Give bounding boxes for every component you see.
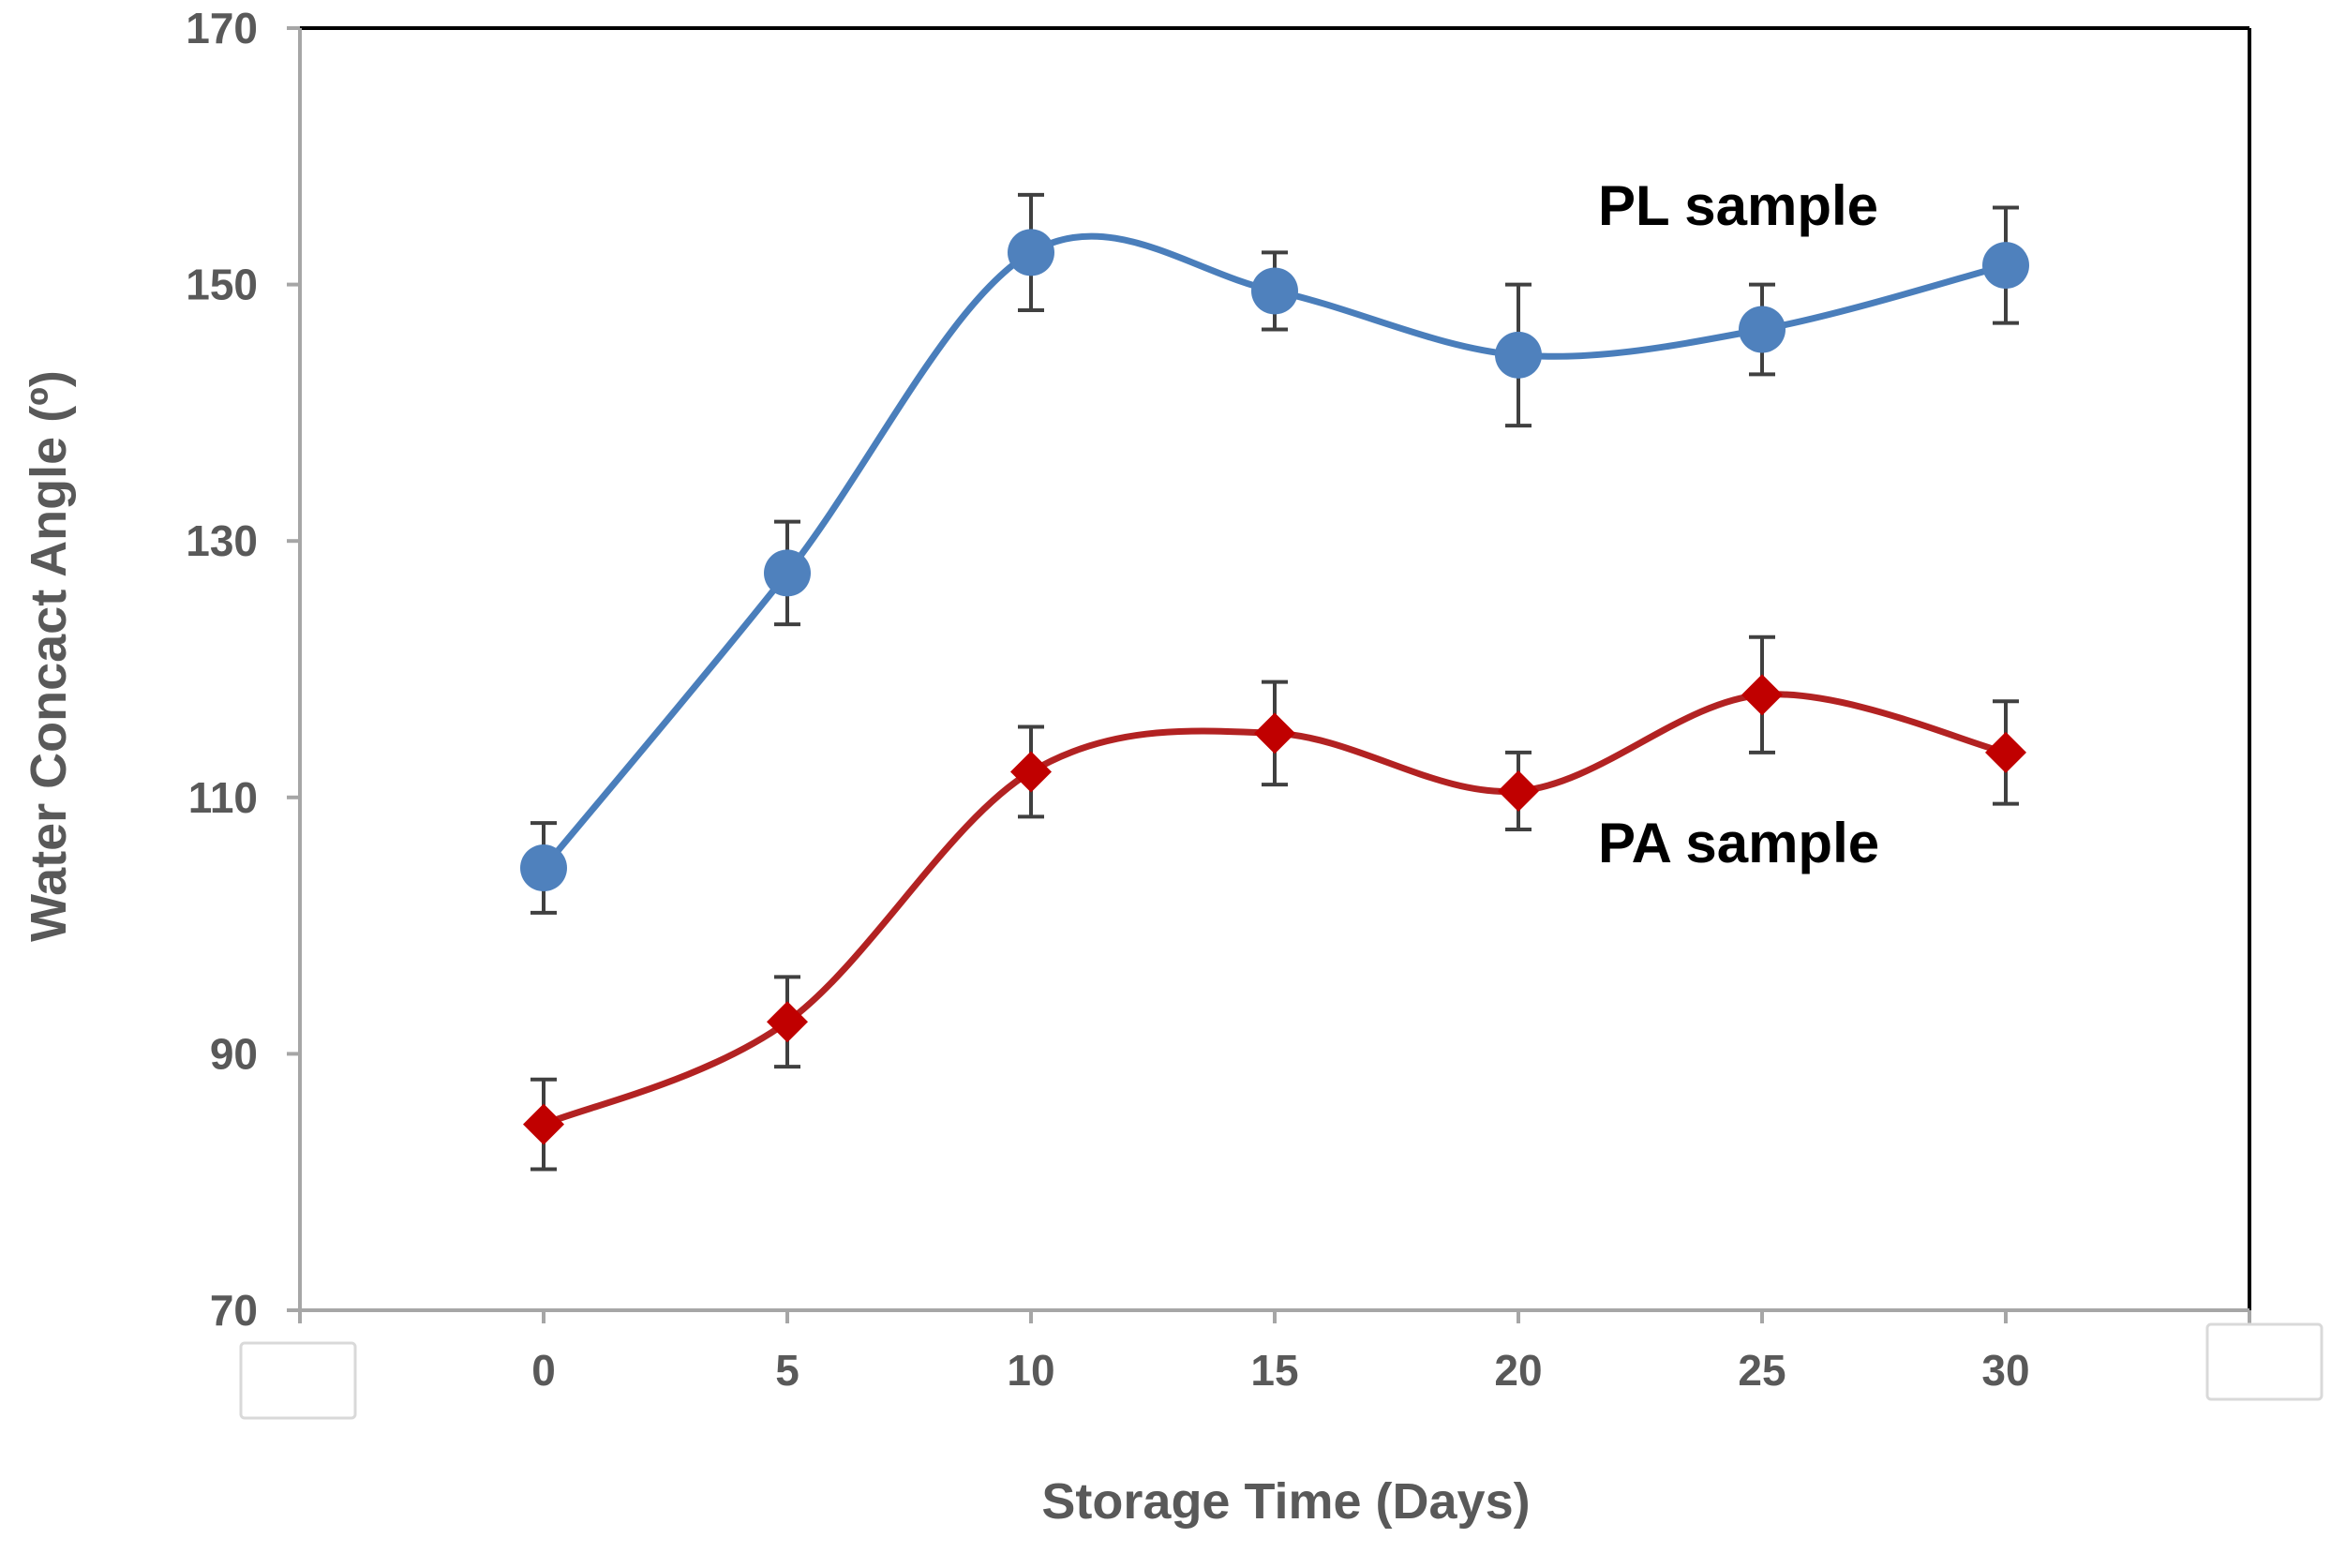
legend-box-right [2205,1322,2324,1401]
pa-sample-point [1498,769,1539,812]
pl-sample-point [1982,242,2029,290]
pa-sample-point [1985,731,2026,773]
pl-sample-point [1495,331,1542,379]
pl-sample-point [1739,306,1786,353]
y-tick-label: 130 [186,516,258,565]
pa-sample-point [1741,674,1783,716]
pa-sample-point [1254,712,1295,754]
y-tick-label: 170 [186,4,258,52]
pl-sample-point [1251,267,1298,315]
error-bars [530,192,2019,1172]
y-tick-label: 70 [210,1286,258,1335]
x-tick-label: 25 [1738,1346,1786,1395]
y-tick-label: 110 [188,773,258,822]
y-tick-label: 150 [186,261,258,309]
x-tick-label: 10 [1007,1346,1054,1395]
pa-sample-label: PA sample [1598,812,1879,874]
pl-sample-point [520,844,567,892]
legend-box-left [239,1341,357,1420]
pa-sample-point [1010,751,1052,793]
plot-area [287,26,2251,1323]
x-tick-label: 20 [1494,1346,1542,1395]
pl-sample-label: PL sample [1598,174,1878,237]
y-tick-label: 90 [210,1029,258,1078]
x-tick-label: 0 [531,1346,556,1395]
pl-sample-point [1008,229,1054,276]
tick-labels: 70 90 110 130 150 170 0 5 10 15 20 25 30 [186,4,2029,1395]
x-tick-label: 15 [1250,1346,1298,1395]
x-tick-label: 5 [775,1346,799,1395]
pa-sample-point [523,1103,564,1145]
pa-sample-point [767,1001,808,1043]
markers [520,229,2029,1145]
x-tick-label: 30 [1981,1346,2029,1395]
x-axis-title: Storage Time (Days) [1041,1473,1530,1530]
pl-sample-point [764,549,811,597]
y-axis-title: Water Concact Angle (º) [21,370,77,942]
